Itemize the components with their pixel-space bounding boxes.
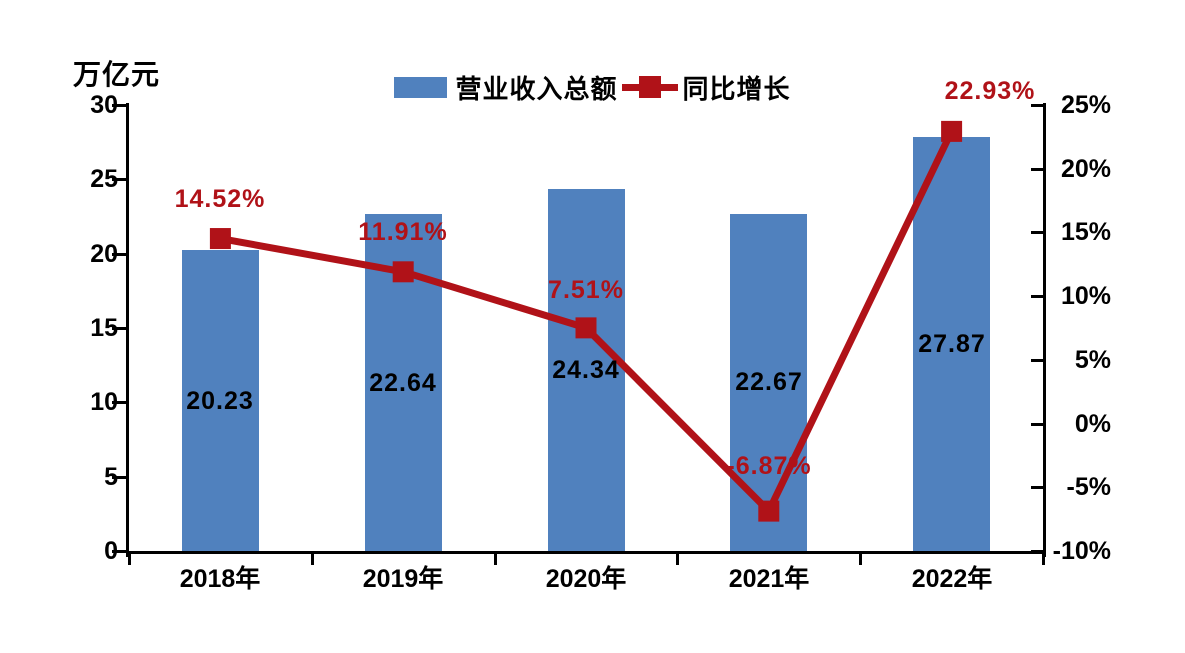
left-axis-tick <box>112 401 126 404</box>
x-axis-tick <box>676 553 679 565</box>
growth-marker-2018年 <box>209 228 231 250</box>
right-axis-tick-label: -5% <box>1066 473 1111 501</box>
bar-2018年 <box>182 250 259 551</box>
growth-marker-2022年 <box>941 120 963 142</box>
growth-value-label: 22.93% <box>944 77 1036 105</box>
legend-bar-swatch <box>394 76 448 98</box>
left-axis-tick <box>112 327 126 330</box>
legend-line-marker-icon <box>638 75 661 98</box>
bar-value-label: 27.87 <box>918 330 986 358</box>
right-axis-tick <box>1031 423 1043 426</box>
right-axis-tick-label: 5% <box>1074 346 1111 374</box>
left-axis-tick <box>112 178 126 181</box>
x-axis-category-label: 2018年 <box>179 565 261 593</box>
growth-value-label: 14.52% <box>174 185 266 213</box>
left-axis-tick <box>112 476 126 479</box>
left-axis-tick-label: 30 <box>90 91 118 119</box>
x-axis-category-label: 2019年 <box>362 565 444 593</box>
legend: 营业收入总额 同比增长 <box>0 72 1185 104</box>
left-axis-line <box>126 103 129 557</box>
right-axis-tick <box>1031 104 1043 107</box>
right-axis-tick-label: 15% <box>1060 218 1111 246</box>
growth-marker-2020年 <box>575 317 597 339</box>
right-axis-tick <box>1031 231 1043 234</box>
legend-line-swatch <box>621 75 678 98</box>
right-axis-tick <box>1031 359 1043 362</box>
left-axis-tick-label: 20 <box>90 240 118 268</box>
x-axis-tick <box>494 553 497 565</box>
left-axis-tick-label: 25 <box>90 165 118 193</box>
x-axis-tick <box>311 553 314 565</box>
x-axis-category-label: 2022年 <box>911 565 993 593</box>
right-axis-tick-label: 10% <box>1060 282 1111 310</box>
right-axis-tick-label: 0% <box>1074 410 1111 438</box>
x-axis-category-label: 2020年 <box>545 565 627 593</box>
right-axis-tick-label: 20% <box>1060 155 1111 183</box>
bar-2021年 <box>730 214 807 551</box>
left-axis-unit-label: 万亿元 <box>73 59 161 90</box>
x-axis-tick <box>859 553 862 565</box>
growth-marker-2019年 <box>392 261 414 283</box>
x-axis-tick <box>1042 553 1045 565</box>
x-axis-category-label: 2021年 <box>728 565 810 593</box>
x-axis-tick <box>128 553 131 565</box>
x-axis-line <box>126 551 1046 554</box>
right-axis-line <box>1043 103 1046 557</box>
right-axis-tick-label: 25% <box>1060 91 1111 119</box>
left-axis-tick <box>112 104 126 107</box>
right-axis-tick <box>1031 168 1043 171</box>
left-axis-tick-label: 5 <box>104 463 118 491</box>
bar-value-label: 20.23 <box>186 387 254 415</box>
left-axis-tick-label: 10 <box>90 388 118 416</box>
left-axis-tick <box>112 550 126 553</box>
right-axis-tick-label: -10% <box>1052 537 1111 565</box>
growth-value-label: 7.51% <box>548 276 624 304</box>
left-axis-tick-label: 0 <box>104 537 118 565</box>
growth-marker-2021年 <box>758 500 780 522</box>
growth-value-label: 11.91% <box>358 218 448 246</box>
right-axis-tick <box>1031 486 1043 489</box>
bar-value-label: 24.34 <box>552 356 620 384</box>
bar-value-label: 22.67 <box>735 368 803 396</box>
left-axis-tick-label: 15 <box>90 314 118 342</box>
bar-value-label: 22.64 <box>369 369 437 397</box>
legend-line-label: 同比增长 <box>682 73 791 104</box>
left-axis-tick <box>112 253 126 256</box>
growth-value-label: -6.87% <box>726 452 812 480</box>
legend-bar-label: 营业收入总额 <box>455 73 618 104</box>
right-axis-tick <box>1031 295 1043 298</box>
bar-2022年 <box>913 137 990 551</box>
bar-2020年 <box>548 189 625 551</box>
right-axis-tick <box>1031 550 1043 553</box>
